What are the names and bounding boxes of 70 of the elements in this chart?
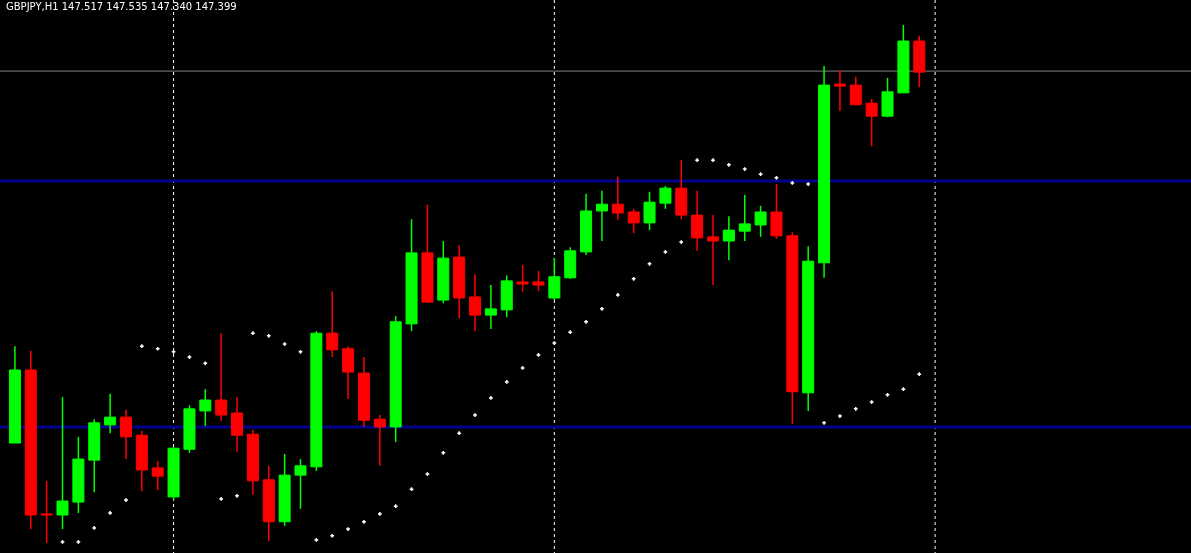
point [711,158,715,163]
point [457,431,462,436]
point [473,413,477,417]
point [504,380,509,384]
point [568,330,573,335]
candlestick [754,205,767,238]
point [838,414,842,418]
point [441,451,446,455]
candlestick [659,185,672,210]
candlestick [199,388,212,427]
candlestick [373,414,386,467]
point [393,504,398,509]
point [266,333,271,338]
point [679,240,684,244]
point [853,406,858,411]
candlestick [151,460,164,491]
candlestick [627,208,640,234]
point [362,519,366,524]
point [489,396,493,400]
candlestick [104,393,117,434]
point [251,331,255,336]
point [282,342,287,346]
point [124,498,128,502]
point [822,420,826,425]
point [377,512,382,516]
candlestick [595,190,608,242]
point [917,372,922,376]
point [615,293,620,297]
point [346,527,350,531]
point [631,276,636,281]
candlestick [611,176,624,221]
candlestick [643,191,656,231]
candlestick [833,69,846,112]
candlestick [865,98,878,147]
point [727,162,731,167]
point [330,533,335,538]
candlestick [231,396,244,453]
point [600,306,604,311]
point [869,400,874,404]
candlestick [738,194,751,242]
candlestick [56,396,69,530]
chart-title: GBPJPY,H1 147.517 147.535 147.340 147.399 [6,1,237,12]
candlestick [849,76,862,106]
point [790,181,795,185]
point [314,538,319,542]
candlestick [469,273,482,332]
point [108,511,112,515]
candlestick [722,215,735,261]
candlestick [691,190,704,252]
candlestick [532,270,545,292]
candlestick [326,290,339,358]
point [139,344,144,349]
candlestick [215,332,228,422]
candlestick [342,345,355,400]
point [552,341,557,345]
point [695,158,700,163]
candlestick [294,458,307,510]
point [584,319,588,324]
point [219,497,224,501]
candlestick [119,409,132,460]
point [92,526,97,530]
point [235,493,239,498]
point [806,182,811,186]
candlestick [484,284,497,330]
candlestick [707,214,720,286]
candlestick [40,480,53,544]
point [742,167,747,171]
candlestick [548,257,561,301]
candlestick [516,264,529,293]
candlestick [770,183,783,240]
